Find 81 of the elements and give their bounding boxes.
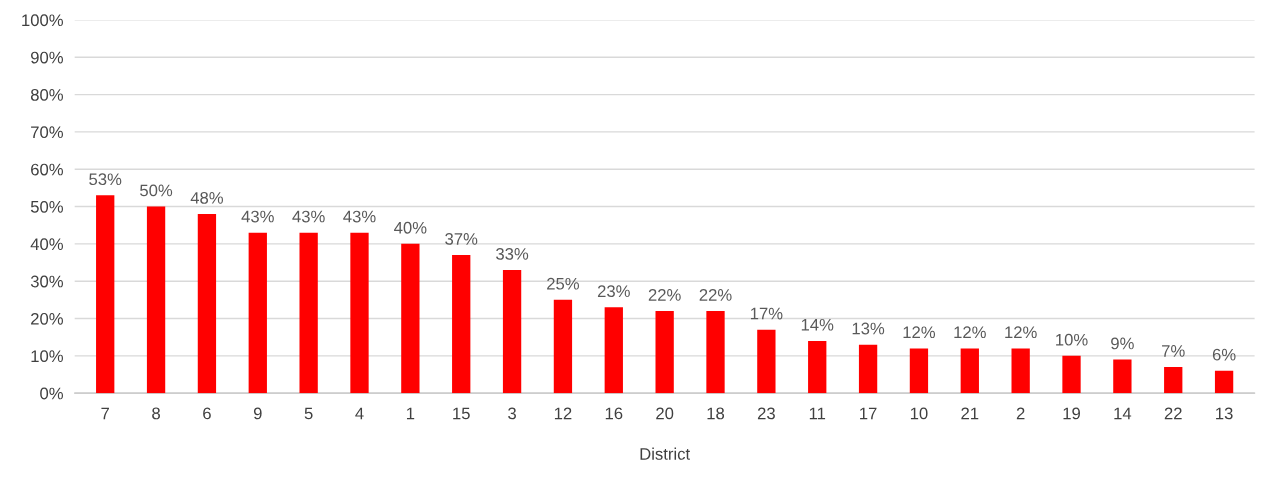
bar [1113,359,1132,394]
bar [96,195,115,394]
x-tick-label: 11 [809,407,826,420]
y-tick-label: 10% [31,350,63,363]
bar [757,329,776,394]
y-tick-label: 70% [31,126,63,139]
bar [1214,370,1234,394]
x-tick-label: 9 [253,407,262,420]
bar [960,348,979,394]
data-label: 33% [496,247,529,260]
data-label: 23% [597,285,630,298]
x-tick-label: 18 [707,407,725,420]
bar [706,311,725,394]
bar [1164,367,1183,394]
x-tick-label: 10 [910,407,928,420]
data-label: 53% [89,173,122,186]
x-tick-label: 16 [605,407,623,420]
bar [858,344,878,394]
data-label: 13% [852,322,885,335]
data-label: 40% [394,221,427,234]
data-label: 48% [190,191,224,204]
data-label: 12% [903,326,936,339]
data-label: 14% [801,318,834,331]
data-label: 43% [343,210,376,223]
y-tick-label: 20% [31,312,63,325]
data-label: 43% [241,210,274,223]
x-tick-label: 8 [152,407,160,420]
data-label: 43% [292,210,325,223]
data-label: 50% [140,184,173,197]
x-tick-label: 13 [1216,407,1233,420]
bar [502,270,522,394]
data-label: 37% [445,233,478,245]
data-label: 6% [1212,348,1236,361]
bar [401,243,420,394]
y-tick-label: 100% [22,14,63,27]
data-label: 17% [750,307,783,320]
y-tick-label: 30% [30,275,63,288]
bar [197,214,217,394]
y-tick-label: 60% [31,163,63,176]
x-tick-label: 21 [961,407,979,420]
data-label: 25% [547,277,580,290]
x-tick-label: 14 [1114,407,1132,420]
y-tick-label: 0% [40,387,63,400]
x-tick-label: 20 [656,407,674,420]
x-tick-label: 12 [554,407,572,420]
bar [299,232,318,394]
data-label: 7% [1162,345,1185,357]
x-tick-label: 7 [101,407,110,420]
bar [1062,355,1081,394]
data-label: 12% [1005,326,1037,339]
x-tick-label: 5 [304,407,313,420]
x-tick-label: 19 [1063,407,1080,420]
y-tick-label: 80% [30,88,63,101]
y-tick-label: 50% [30,200,63,213]
bar [1011,348,1030,394]
data-label: 9% [1111,337,1134,350]
x-tick-label: 1 [407,407,415,420]
bar [248,232,267,394]
y-tick-label: 40% [30,238,63,251]
x-tick-label: 2 [1016,407,1025,420]
x-tick-label: 15 [453,407,470,420]
x-tick-label: 23 [757,407,775,420]
x-tick-label: 17 [860,407,877,420]
bar [909,348,929,394]
bar [146,206,166,394]
bar [808,340,827,394]
bar [655,311,674,394]
bar [452,255,471,394]
y-tick-label: 90% [31,51,63,64]
data-label: 22% [699,289,732,301]
bar [604,307,623,394]
x-tick-label: 22 [1164,407,1182,420]
x-tick-label: 6 [203,407,211,420]
data-label: 12% [954,326,986,339]
data-label: 22% [648,289,681,301]
data-label: 10% [1056,333,1088,346]
bar [553,299,573,394]
x-tick-label: 4 [355,407,364,420]
bar [350,232,369,394]
x-axis-title: District [640,447,690,460]
x-tick-label: 3 [508,407,516,420]
